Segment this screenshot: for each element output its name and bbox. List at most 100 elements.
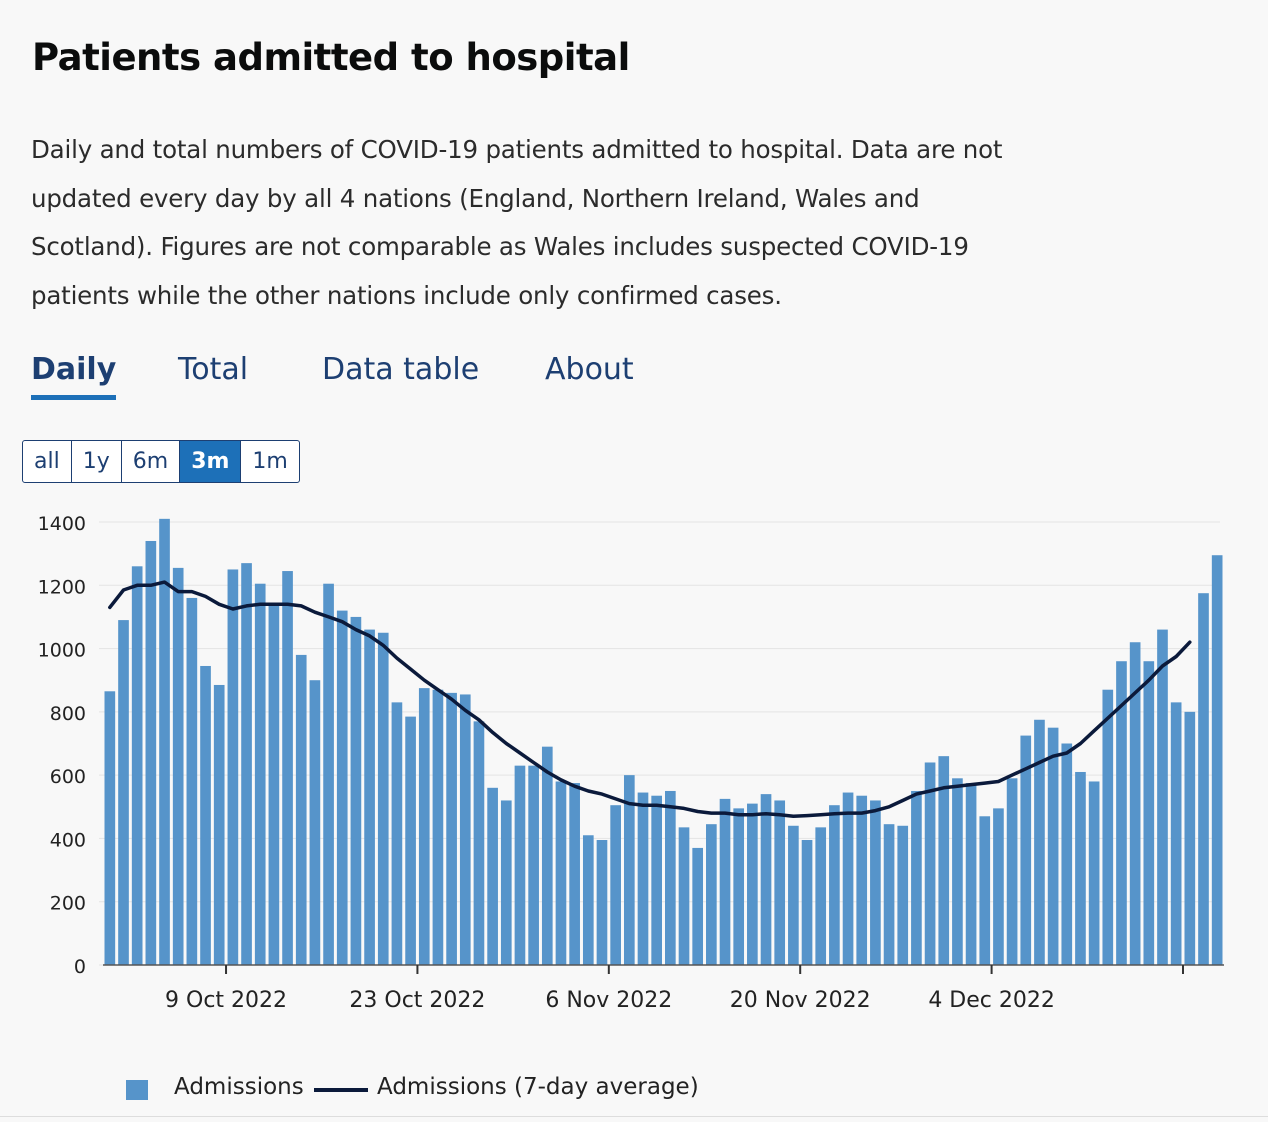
bar-admissions[interactable]	[569, 783, 580, 965]
bar-admissions[interactable]	[104, 691, 116, 965]
bar-admissions[interactable]	[815, 827, 827, 965]
bar-admissions[interactable]	[118, 620, 129, 965]
bar-admissions[interactable]	[678, 827, 690, 965]
bar-admissions[interactable]	[350, 616, 362, 965]
bar-admissions[interactable]	[555, 781, 567, 965]
tab-data-table[interactable]: Data table	[322, 352, 480, 387]
bar-admissions[interactable]	[418, 688, 430, 965]
bar-admissions[interactable]	[706, 824, 717, 965]
bar-admissions[interactable]	[391, 702, 403, 965]
bar-admissions[interactable]	[131, 566, 143, 965]
bar-admissions[interactable]	[610, 805, 621, 965]
bar-admissions[interactable]	[1047, 727, 1059, 965]
bar-admissions[interactable]	[309, 680, 321, 965]
bar-admissions[interactable]	[897, 825, 909, 965]
bar-admissions[interactable]	[637, 792, 649, 965]
bar-admissions[interactable]	[159, 518, 170, 965]
bar-admissions[interactable]	[1184, 711, 1196, 965]
y-tick-label: 1200	[38, 576, 86, 598]
bar-admissions[interactable]	[1211, 555, 1223, 965]
range-6m-button[interactable]: 6m	[122, 441, 181, 482]
bar-admissions[interactable]	[788, 825, 799, 965]
bar-admissions[interactable]	[952, 778, 963, 965]
bar-admissions[interactable]	[1020, 735, 1032, 965]
bar-admissions[interactable]	[760, 794, 772, 965]
bar-admissions[interactable]	[1170, 702, 1182, 965]
tab-about[interactable]: About	[545, 352, 634, 387]
bar-admissions[interactable]	[924, 762, 936, 965]
bar-admissions[interactable]	[665, 790, 676, 965]
bar-admissions[interactable]	[1143, 661, 1155, 965]
tab-daily[interactable]: Daily	[31, 352, 117, 400]
bar-admissions[interactable]	[227, 569, 239, 965]
range-all-button[interactable]: all	[23, 441, 72, 482]
bar-admissions[interactable]	[856, 795, 868, 965]
bar-admissions[interactable]	[1088, 781, 1100, 965]
bar-admissions[interactable]	[541, 746, 553, 965]
legend-average-label: Admissions (7-day average)	[377, 1074, 699, 1100]
bar-admissions[interactable]	[172, 567, 184, 965]
bar-admissions[interactable]	[500, 800, 512, 965]
bar-admissions[interactable]	[213, 684, 225, 965]
bar-admissions[interactable]	[651, 795, 662, 965]
tab-total[interactable]: Total	[178, 352, 249, 387]
bar-admissions[interactable]	[911, 790, 922, 965]
bar-admissions[interactable]	[842, 792, 854, 965]
bar-admissions[interactable]	[323, 583, 334, 965]
bar-admissions[interactable]	[1129, 642, 1141, 965]
bar-admissions[interactable]	[1102, 689, 1114, 965]
bar-admissions[interactable]	[336, 610, 348, 965]
bar-admissions[interactable]	[145, 540, 157, 965]
bar-admissions[interactable]	[514, 765, 526, 965]
range-1y-button[interactable]: 1y	[72, 441, 122, 482]
bar-admissions[interactable]	[1034, 719, 1045, 965]
bar-admissions[interactable]	[883, 824, 895, 965]
bar-admissions[interactable]	[1006, 778, 1018, 965]
bar-admissions[interactable]	[774, 800, 786, 965]
page-description: Daily and total numbers of COVID-19 pati…	[31, 135, 1003, 310]
bar-admissions[interactable]	[870, 800, 881, 965]
bar-admissions[interactable]	[1157, 629, 1168, 965]
x-tick-label: 20 Nov 2022	[730, 988, 871, 1013]
range-3m-button[interactable]: 3m	[180, 441, 242, 482]
bar-admissions[interactable]	[432, 689, 444, 965]
bar-admissions[interactable]	[282, 571, 293, 965]
bar-admissions[interactable]	[733, 808, 745, 965]
bar-admissions[interactable]	[200, 665, 211, 965]
bar-admissions[interactable]	[829, 805, 840, 965]
bar-admissions[interactable]	[993, 808, 1004, 965]
bar-admissions[interactable]	[473, 721, 485, 965]
bar-admissions[interactable]	[268, 605, 280, 965]
bar-admissions[interactable]	[241, 563, 252, 965]
bar-admissions[interactable]	[186, 597, 198, 965]
bar-admissions[interactable]	[596, 840, 608, 965]
bar-admissions[interactable]	[582, 835, 594, 965]
bar-admissions[interactable]	[446, 692, 457, 965]
bar-admissions[interactable]	[938, 756, 950, 965]
bar-admissions[interactable]	[979, 816, 991, 965]
legend-line-swatch	[314, 1088, 368, 1092]
bar-admissions[interactable]	[364, 629, 375, 965]
bar-admissions[interactable]	[965, 783, 977, 965]
bar-admissions[interactable]	[1061, 743, 1073, 966]
bar-admissions[interactable]	[692, 847, 704, 965]
bar-admissions[interactable]	[377, 632, 389, 965]
bar-admissions[interactable]	[747, 803, 758, 965]
bar-admissions[interactable]	[295, 654, 307, 965]
bar-admissions[interactable]	[1075, 771, 1086, 965]
bar-admissions[interactable]	[1198, 593, 1209, 965]
bar-admissions[interactable]	[459, 694, 471, 965]
y-tick-label: 0	[74, 956, 86, 978]
bar-admissions[interactable]	[1116, 661, 1127, 965]
bar-admissions[interactable]	[801, 840, 813, 965]
range-1m-button[interactable]: 1m	[252, 449, 288, 474]
bar-admissions[interactable]	[405, 716, 416, 965]
bar-admissions[interactable]	[719, 798, 731, 965]
y-tick-label: 400	[50, 829, 86, 851]
x-tick-label: 4 Dec 2022	[928, 988, 1055, 1013]
bar-admissions[interactable]	[487, 787, 498, 965]
bar-admissions[interactable]	[528, 765, 539, 965]
bar-admissions[interactable]	[254, 583, 266, 965]
page-title: Patients admitted to hospital	[32, 36, 630, 79]
bar-admissions[interactable]	[623, 775, 635, 965]
